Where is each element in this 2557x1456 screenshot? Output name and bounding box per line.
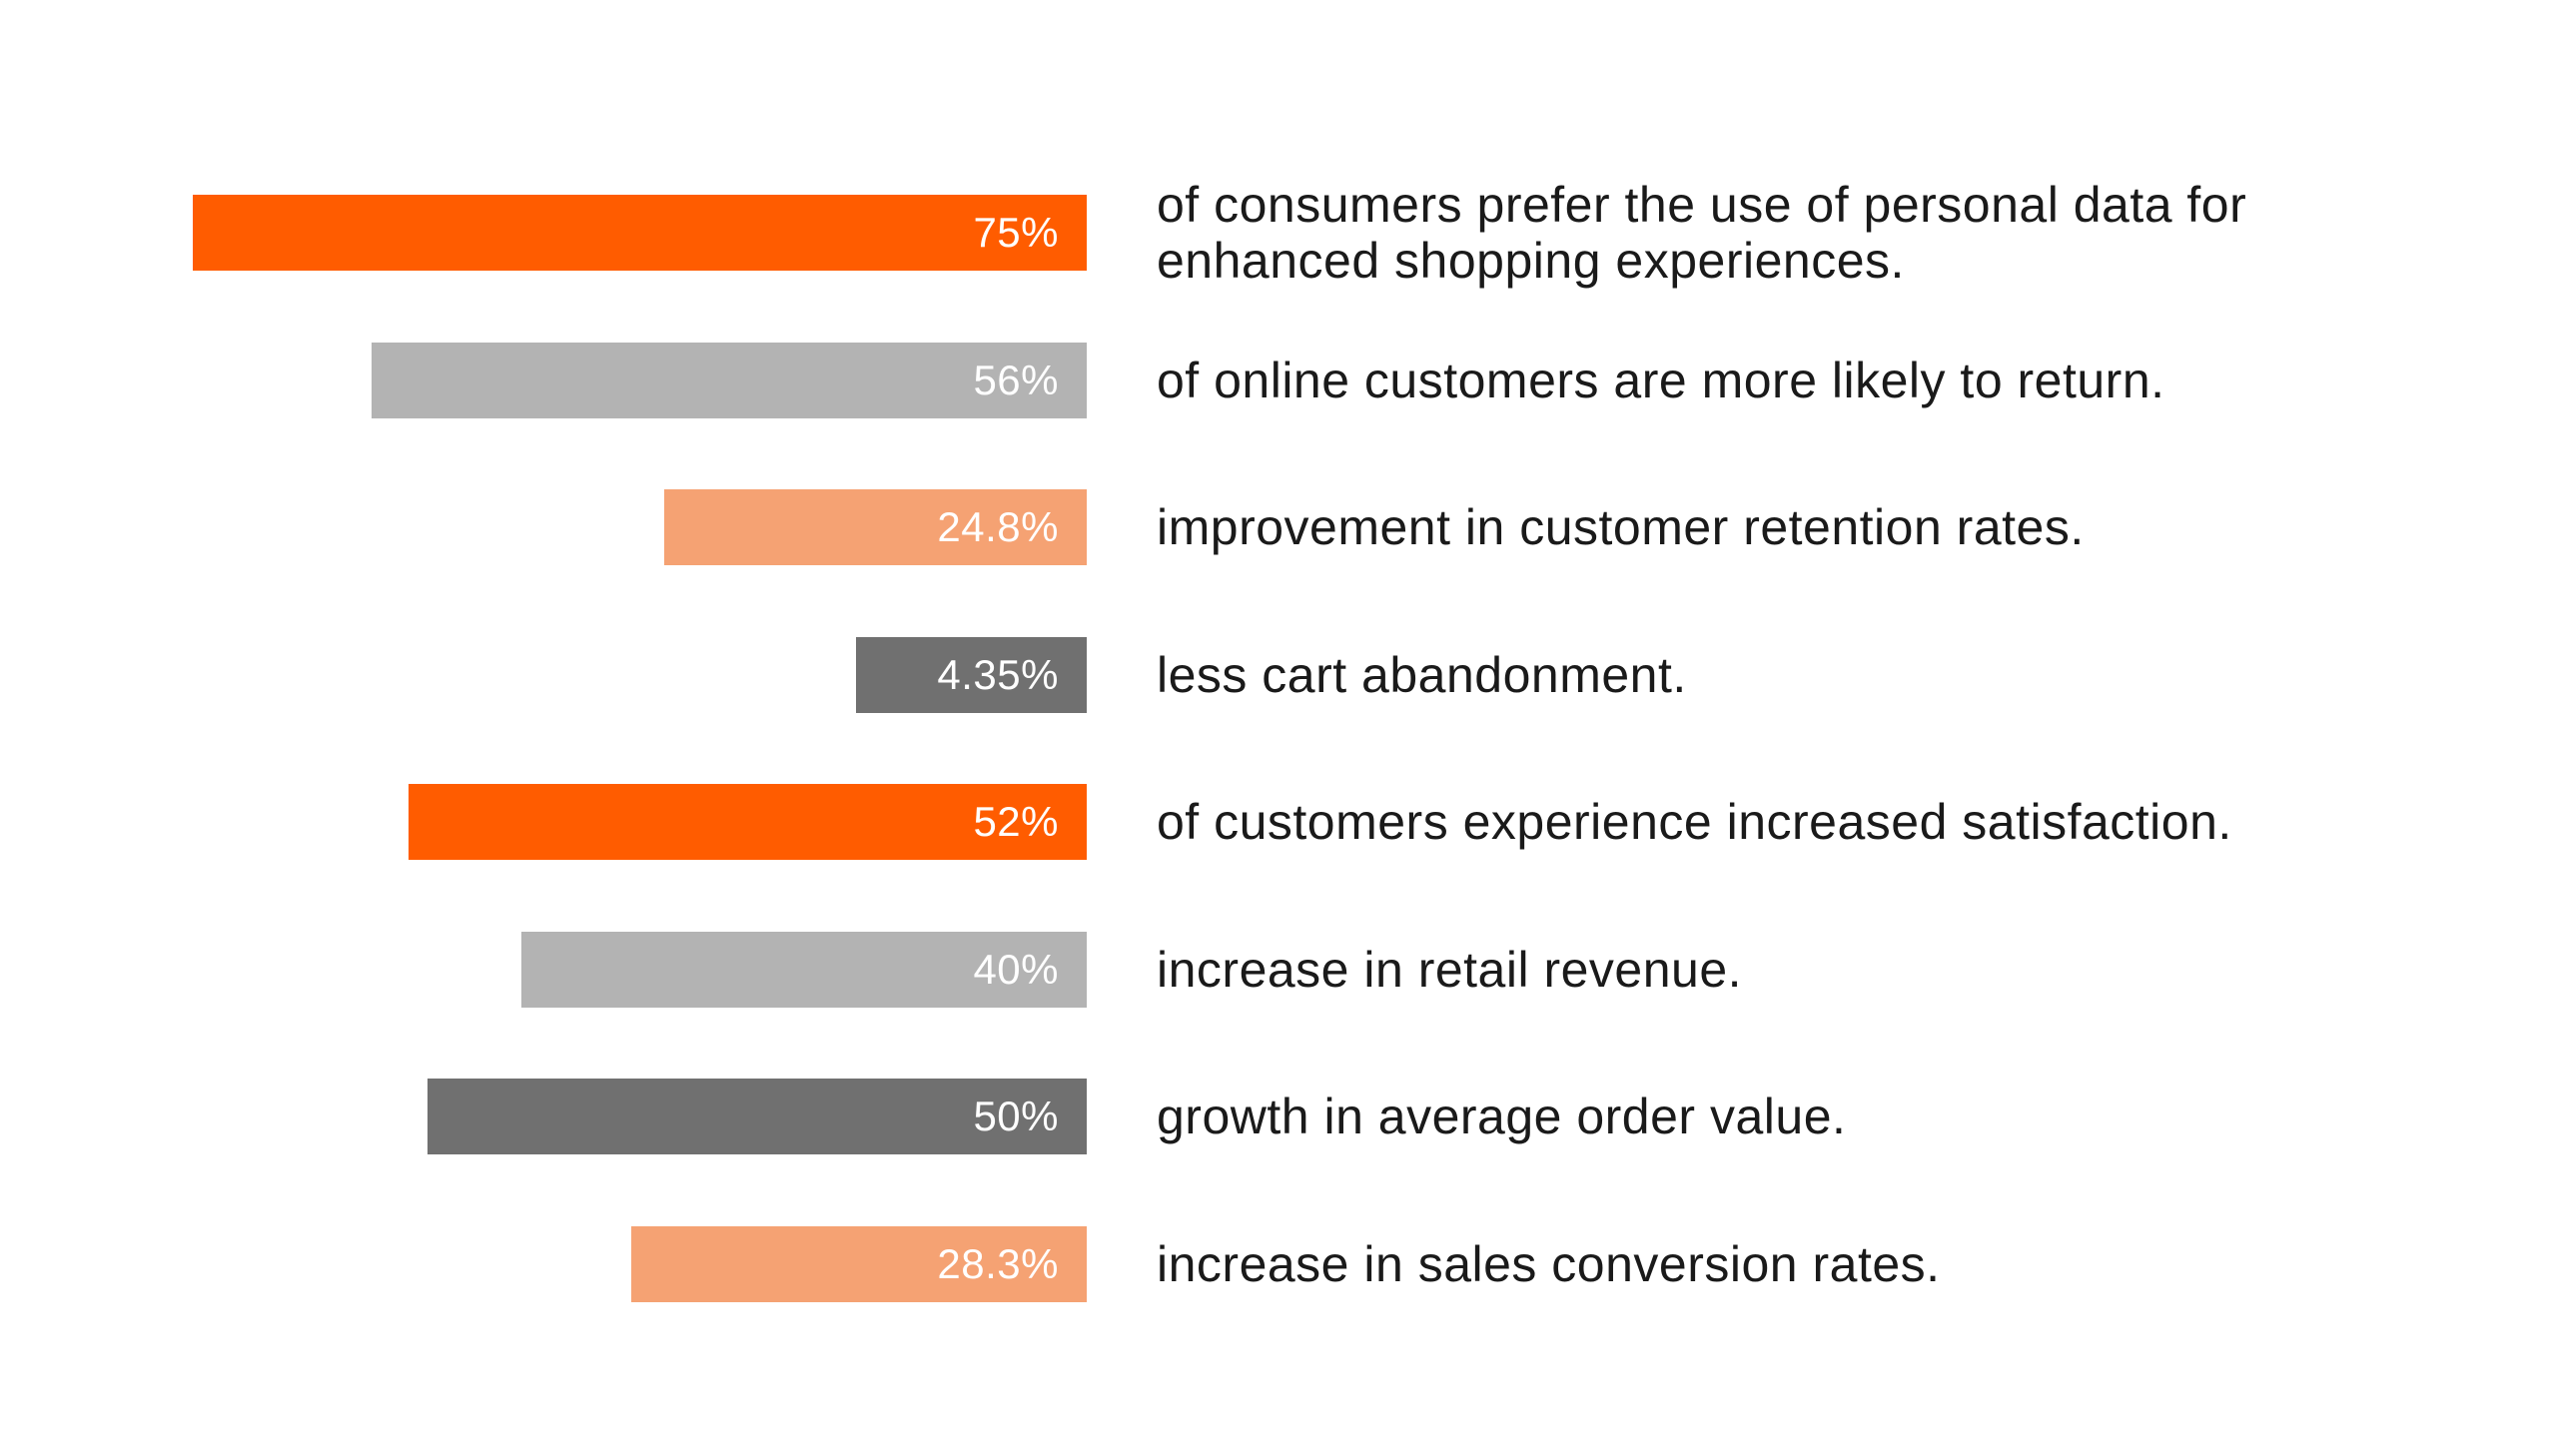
bar-value-label: 50% <box>973 1092 1059 1139</box>
bar-description: of online customers are more likely to r… <box>1157 353 2165 408</box>
bar-description: less cart abandonment. <box>1157 647 1687 703</box>
bar-description: improvement in customer retention rates. <box>1157 499 2085 555</box>
bar-description: of customers experience increased satisf… <box>1157 794 2232 850</box>
bar-value-label: 4.35% <box>937 651 1059 698</box>
chart-row: 28.3% increase in sales conversion rates. <box>0 1226 2557 1302</box>
bar: 28.3% <box>631 1226 1087 1302</box>
bar-value-label: 56% <box>973 357 1059 403</box>
bar-value-label: 28.3% <box>937 1240 1059 1287</box>
bar: 56% <box>372 343 1087 418</box>
bar-value-label: 24.8% <box>937 503 1059 550</box>
bar-description: increase in retail revenue. <box>1157 942 1743 998</box>
bar: 75% <box>193 195 1087 271</box>
chart-row: 40% increase in retail revenue. <box>0 932 2557 1008</box>
chart-row: 75% of consumers prefer the use of person… <box>0 177 2557 289</box>
bar-description: increase in sales conversion rates. <box>1157 1236 1941 1292</box>
bar: 40% <box>521 932 1087 1008</box>
chart-row: 50% growth in average order value. <box>0 1079 2557 1154</box>
bar: 24.8% <box>664 489 1087 565</box>
bar-value-label: 40% <box>973 946 1059 993</box>
bar: 4.35% <box>856 637 1087 713</box>
bar-value-label: 75% <box>973 209 1059 256</box>
bar: 50% <box>427 1079 1087 1154</box>
bar: 52% <box>409 784 1087 860</box>
chart-row: 56% of online customers are more likely t… <box>0 343 2557 418</box>
chart-row: 4.35% less cart abandonment. <box>0 637 2557 713</box>
bar-description: of consumers prefer the use of personal … <box>1157 177 2247 289</box>
chart-row: 52% of customers experience increased sat… <box>0 784 2557 860</box>
bar-description: growth in average order value. <box>1157 1089 1847 1144</box>
bar-value-label: 52% <box>973 798 1059 845</box>
chart-row: 24.8% improvement in customer retention r… <box>0 489 2557 565</box>
